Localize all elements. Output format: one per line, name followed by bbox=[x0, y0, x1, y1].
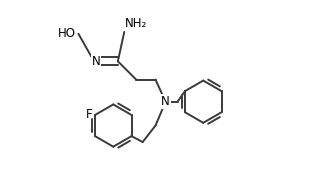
Text: N: N bbox=[91, 55, 100, 68]
Text: NH₂: NH₂ bbox=[125, 17, 147, 30]
Text: F: F bbox=[86, 108, 93, 122]
Text: N: N bbox=[161, 95, 170, 108]
Text: HO: HO bbox=[58, 27, 76, 40]
